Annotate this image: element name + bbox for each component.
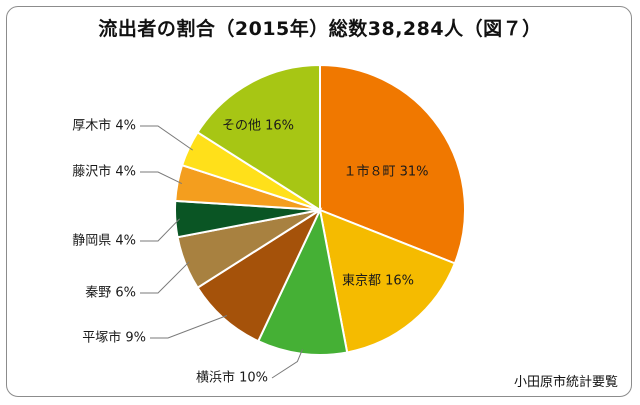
slice-label-3: 平塚市 9% [82,330,146,346]
leader-line-7 [140,125,193,151]
slice-label-2: 横浜市 10% [196,370,268,386]
leader-line-3 [150,315,228,339]
pie-slice-8 [196,63,321,212]
slice-label-1: 東京都 16% [342,273,414,289]
leader-line-4 [140,261,190,294]
pie-slice-1 [318,208,457,354]
leader-line-2 [271,349,303,379]
pie-slice-3 [196,207,323,343]
chart-title: 流出者の割合（2015年）総数38,284人（図７） [98,18,542,40]
slice-label-4: 秦野 6% [85,286,136,301]
pie-slice-2 [256,206,349,356]
slice-label-7: 厚木市 4% [72,118,136,134]
leader-line-5 [140,218,180,242]
slice-label-5: 静岡県 4% [72,234,136,249]
pie-slice-0 [319,63,466,265]
slice-label-6: 藤沢市 4% [72,164,136,180]
slice-label-0: １市８町 31% [343,164,428,180]
slice-label-8: その他 16% [222,119,294,134]
source-note: 小田原市統計要覧 [513,375,618,390]
leader-line-6 [140,171,183,185]
